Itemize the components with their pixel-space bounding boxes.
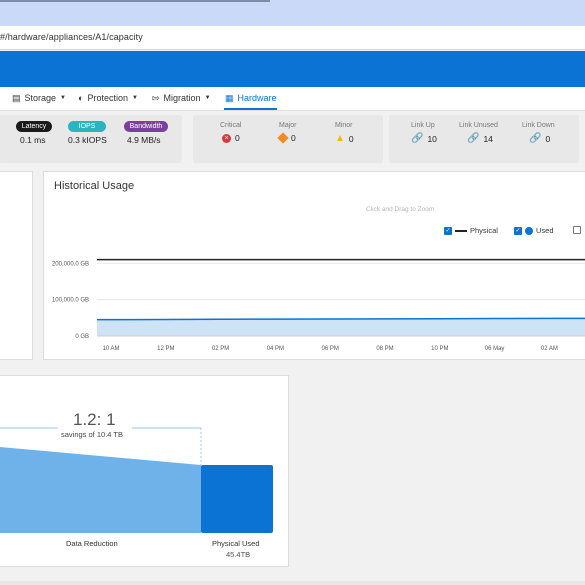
- latency-badge: Latency: [16, 121, 52, 132]
- active-tab-indicator: [224, 108, 277, 110]
- checkbox-unchecked-icon: [573, 226, 581, 234]
- panel-title: Historical Usage: [54, 180, 135, 192]
- latency-value: 0.1 ms: [20, 135, 46, 145]
- capacity-panel-partial: [0, 171, 33, 360]
- page-bottom-edge: [0, 581, 585, 585]
- major-label: Major: [279, 122, 297, 129]
- iops-value: 0.3 kIOPS: [68, 135, 107, 145]
- checkbox-checked-icon: ✓: [514, 226, 522, 235]
- legend-physical-label: Physical: [470, 226, 498, 235]
- legend-dot-icon: [525, 226, 533, 235]
- legend-used-label: Used: [536, 226, 554, 235]
- minor-label: Minor: [335, 122, 353, 129]
- zoom-hint: Click and Drag to Zoom: [366, 206, 435, 213]
- chevron-down-icon: ▼: [131, 95, 138, 101]
- critical-value: 0: [235, 133, 240, 143]
- metrics-strip: Latency 0.1 ms IOPS 0.3 kIOPS Bandwidth …: [0, 115, 585, 165]
- minor-value: 0: [348, 133, 354, 144]
- link-unused-icon: 🔗: [467, 133, 480, 144]
- nav-hardware[interactable]: ▦ Hardware: [225, 93, 277, 103]
- link-up-count[interactable]: 🔗 10: [411, 133, 437, 144]
- shield-icon: ◐: [78, 92, 84, 103]
- app-header: [0, 51, 585, 87]
- storage-icon: ▤: [12, 92, 21, 103]
- nav-protection-label: Protection: [87, 93, 128, 103]
- bandwidth-value: 4.9 MB/s: [127, 135, 161, 145]
- historical-usage-panel: Historical Usage: [43, 171, 585, 360]
- main-nav: ▤ Storage ▼ ◐ Protection ▼ ⇰ Migration ▼…: [0, 87, 585, 111]
- nav-storage-label: Storage: [24, 93, 57, 103]
- address-bar[interactable]: #/hardware/appliances/A1/capacity: [0, 26, 585, 50]
- critical-count[interactable]: × 0: [222, 133, 240, 143]
- performance-box: Latency 0.1 ms IOPS 0.3 kIOPS Bandwidth …: [0, 115, 182, 163]
- link-down-count[interactable]: 🔗 0: [529, 133, 550, 144]
- links-box: Link Up 🔗 10 Link Unused 🔗 14 Link Down …: [389, 115, 579, 163]
- url-text[interactable]: #/hardware/appliances/A1/capacity: [0, 32, 143, 42]
- nav-storage[interactable]: ▤ Storage ▼: [12, 93, 66, 103]
- savings-text: savings of 10.4 TB: [61, 430, 123, 439]
- link-up-label: Link Up: [411, 122, 435, 129]
- critical-icon: ×: [222, 133, 231, 143]
- legend-line-icon: [455, 229, 467, 232]
- major-count[interactable]: 0: [277, 132, 296, 144]
- physical-used-value: 45.4TB: [226, 550, 251, 559]
- chevron-down-icon: ▼: [204, 95, 211, 101]
- minor-count[interactable]: ▲ 0: [335, 133, 354, 144]
- link-down-label: Link Down: [522, 122, 555, 129]
- major-value: 0: [291, 133, 296, 143]
- legend-used[interactable]: ✓ Used: [514, 226, 554, 235]
- link-icon: 🔗: [411, 133, 424, 144]
- hardware-icon: ▦: [225, 92, 234, 103]
- browser-tab-strip: [0, 0, 585, 26]
- nav-migration[interactable]: ⇰ Migration ▼: [152, 93, 211, 103]
- link-unused-value: 14: [483, 133, 493, 144]
- broken-link-icon: 🔗: [529, 133, 542, 144]
- physical-used-label: Physical Used: [212, 539, 260, 548]
- reduction-ratio: 1.2: 1: [73, 410, 116, 429]
- data-reduction-label: Data Reduction: [66, 539, 118, 548]
- checkbox-checked-icon: ✓: [444, 226, 452, 235]
- tab-indicator: [0, 0, 270, 2]
- legend-unchecked[interactable]: [573, 226, 581, 234]
- critical-label: Critical: [220, 122, 242, 129]
- nav-protection[interactable]: ◐ Protection ▼: [78, 93, 138, 103]
- migration-icon: ⇰: [152, 92, 160, 103]
- minor-icon: ▲: [335, 133, 345, 144]
- link-up-value: 10: [427, 133, 437, 144]
- nav-migration-label: Migration: [163, 93, 201, 103]
- alerts-box: Critical × 0 Major 0 Minor ▲ 0: [193, 115, 383, 163]
- chevron-down-icon: ▼: [60, 95, 66, 101]
- link-unused-count[interactable]: 🔗 14: [467, 133, 493, 144]
- legend-physical[interactable]: ✓ Physical: [444, 226, 498, 235]
- nav-hardware-label: Hardware: [237, 93, 277, 103]
- major-icon: [277, 132, 289, 144]
- link-unused-label: Link Unused: [459, 122, 498, 129]
- bandwidth-badge: Bandwidth: [124, 121, 168, 132]
- iops-badge: IOPS: [68, 121, 106, 132]
- link-down-value: 0: [545, 133, 551, 144]
